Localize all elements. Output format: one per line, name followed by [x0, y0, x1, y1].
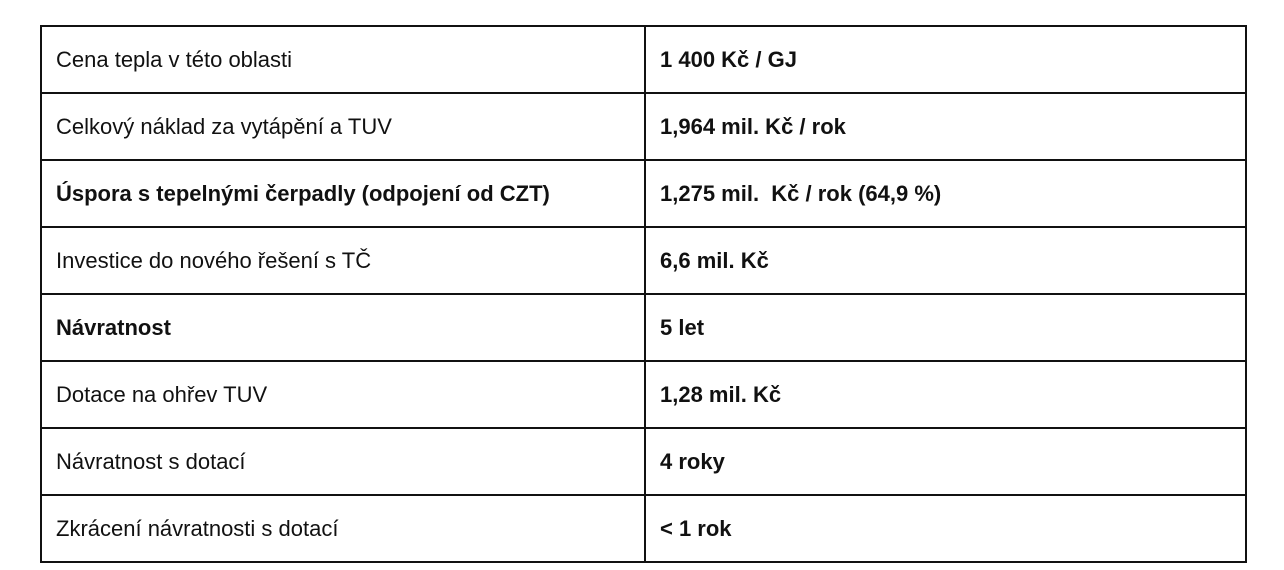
row-label: Úspora s tepelnými čerpadly (odpojení od…: [40, 159, 646, 228]
row-label: Investice do nového řešení s TČ: [40, 226, 646, 295]
table-row: Zkrácení návratnosti s dotací < 1 rok: [40, 494, 1247, 563]
row-value: 1,28 mil. Kč: [644, 360, 1247, 429]
row-value: < 1 rok: [644, 494, 1247, 563]
row-label: Zkrácení návratnosti s dotací: [40, 494, 646, 563]
table-row: Úspora s tepelnými čerpadly (odpojení od…: [40, 159, 1247, 228]
row-label: Celkový náklad za vytápění a TUV: [40, 92, 646, 161]
table-row: Investice do nového řešení s TČ 6,6 mil. …: [40, 226, 1247, 295]
table-row: Návratnost 5 let: [40, 293, 1247, 362]
row-label: Cena tepla v této oblasti: [40, 25, 646, 94]
row-value: 5 let: [644, 293, 1247, 362]
row-label: Dotace na ohřev TUV: [40, 360, 646, 429]
row-value: 1 400 Kč / GJ: [644, 25, 1247, 94]
row-value: 6,6 mil. Kč: [644, 226, 1247, 295]
row-value: 1,275 mil. Kč / rok (64,9 %): [644, 159, 1247, 228]
table-row: Cena tepla v této oblasti 1 400 Kč / GJ: [40, 25, 1247, 94]
table-row: Dotace na ohřev TUV 1,28 mil. Kč: [40, 360, 1247, 429]
row-label: Návratnost s dotací: [40, 427, 646, 496]
row-label: Návratnost: [40, 293, 646, 362]
table-row: Návratnost s dotací 4 roky: [40, 427, 1247, 496]
summary-table: Cena tepla v této oblasti 1 400 Kč / GJ Ce…: [40, 25, 1247, 563]
row-value: 4 roky: [644, 427, 1247, 496]
table-row: Celkový náklad za vytápění a TUV 1,964 mi…: [40, 92, 1247, 161]
row-value: 1,964 mil. Kč / rok: [644, 92, 1247, 161]
